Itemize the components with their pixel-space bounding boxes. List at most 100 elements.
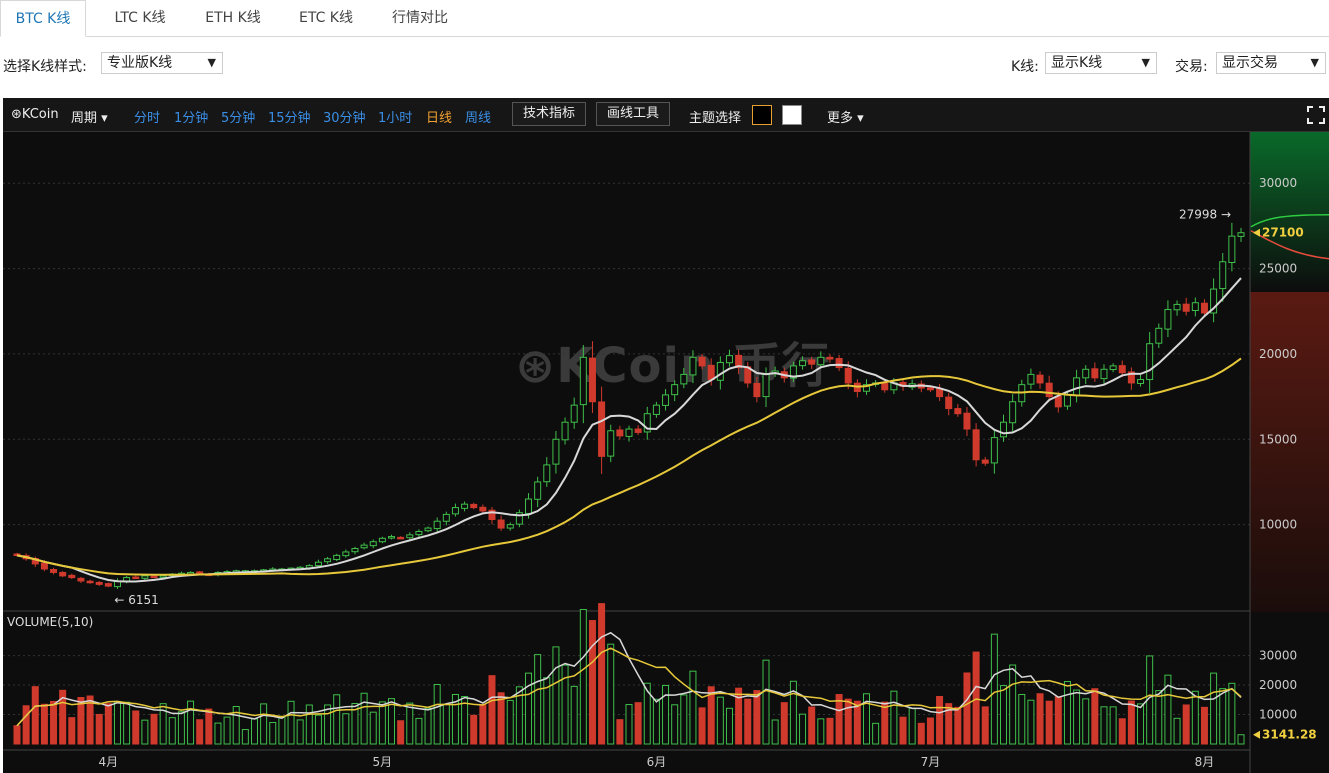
more-menu[interactable]: 更多 ▾ [827,111,864,126]
fullscreen-icon[interactable] [1307,106,1325,124]
candle-body [525,498,533,514]
volume-bar [442,703,450,745]
tab-ltc-kline[interactable]: LTC K线 [114,10,166,26]
candle-body [488,509,496,521]
volume-bar [753,690,761,745]
price-grid [3,182,1250,526]
candle-body [762,373,770,398]
y-tick-label: 20000 [1259,347,1297,361]
chevron-down-icon: ▼ [207,56,216,69]
volume-bar [671,704,679,745]
period-1hour[interactable]: 1小时 [378,111,413,126]
volume-bar [579,608,587,745]
candle-body [534,481,542,500]
candle-body [369,541,377,547]
candle-body [141,575,149,579]
volume-bar [479,704,487,745]
volume-bar [177,711,185,745]
volume-bar [881,701,889,745]
candle-body [881,382,889,391]
candle-body [954,408,962,415]
period-weekly[interactable]: 周线 [465,111,492,126]
candlestick-chart[interactable]: 10000 15000 20000 25000 30000 10000 20000 30000… [3,132,1329,773]
period-5min[interactable]: 5分钟 [221,111,256,126]
volume-bar [607,643,615,745]
candle-body [342,551,350,557]
volume-bar [981,706,989,745]
tab-eth-kline[interactable]: ETH K线 [205,10,261,26]
light-theme-swatch[interactable] [782,105,802,125]
volume-bar [488,675,496,745]
period-daily[interactable]: 日线 [426,111,453,126]
candle-body [314,561,322,567]
y-tick-label: 15000 [1259,432,1297,446]
volume-bar [324,704,332,745]
tab-btc-kline[interactable]: BTC K线 [0,0,86,37]
candle-body [616,429,624,437]
period-1min[interactable]: 1分钟 [174,111,209,126]
kline-style-select[interactable]: 专业版K线 ▼ [101,52,223,74]
volume-bar [497,692,505,745]
candle-body [1210,288,1218,314]
volume-bar [433,684,441,745]
volume-bar [296,719,304,745]
volume-bar [241,729,249,745]
dark-theme-swatch[interactable] [752,105,772,125]
technical-indicators-button[interactable]: 技术指标 [512,102,587,126]
volume-bar [250,718,258,745]
trade-display-select[interactable]: 显示交易 ▼ [1216,52,1326,74]
candle-body [196,571,204,574]
tab-etc-kline[interactable]: ETC K线 [299,10,353,26]
period-menu[interactable]: 周期 ▾ [71,111,108,126]
volume-bar [917,722,925,745]
volume-bar [698,707,706,745]
kline-display-select[interactable]: 显示K线 ▼ [1045,52,1157,74]
volume-bar [908,707,916,745]
candle-body [543,464,551,483]
volume-bar [1118,718,1126,745]
candle-body [817,356,825,366]
candle-body [826,356,834,360]
volume-bar [451,693,459,745]
volume-bar [808,706,816,745]
volume-bar [844,698,852,745]
candle-body [479,506,487,512]
volume-bar [205,708,213,745]
volume-bar [945,703,953,745]
volume-bar [588,620,596,745]
volume-bar [972,651,980,745]
volume-bar [168,717,176,745]
candle-body [972,429,980,461]
candle-body [1100,368,1108,380]
current-volume-label: 3141.28 [1262,728,1317,742]
volume-bar [59,689,67,745]
drawing-tools-button[interactable]: 画线工具 [596,102,671,126]
volume-bar [1082,698,1090,745]
period-timeshare[interactable]: 分时 [134,111,161,126]
volume-bar [771,719,779,745]
candle-body [497,519,505,529]
volume-bar [506,699,514,745]
x-tick-label: 8月 [1195,755,1215,769]
candle-body [799,360,807,367]
buy-depth-line [1250,213,1329,228]
kline-chart-panel: ⊛KCoin 周期 ▾ 分时 1分钟 5分钟 15分钟 30分钟 1小时 日线 … [3,98,1329,773]
candle-body [945,396,953,410]
period-30min[interactable]: 30分钟 [323,111,366,126]
candle-body [378,537,386,543]
volume-tick-label: 10000 [1259,708,1297,722]
candle-body [40,562,48,570]
tab-market-compare[interactable]: 行情对比 [392,10,448,26]
candle-body [680,373,688,385]
candle-body [77,577,85,582]
candle-body [1219,261,1227,290]
volume-bar [1164,674,1172,745]
candle-body [1109,365,1117,371]
candle-body [442,513,450,522]
candle-body [1027,373,1035,385]
volume-bar [862,693,870,745]
volume-bar [77,696,85,745]
period-15min[interactable]: 15分钟 [268,111,311,126]
volume-bar [662,684,670,745]
volume-bar [725,707,733,745]
